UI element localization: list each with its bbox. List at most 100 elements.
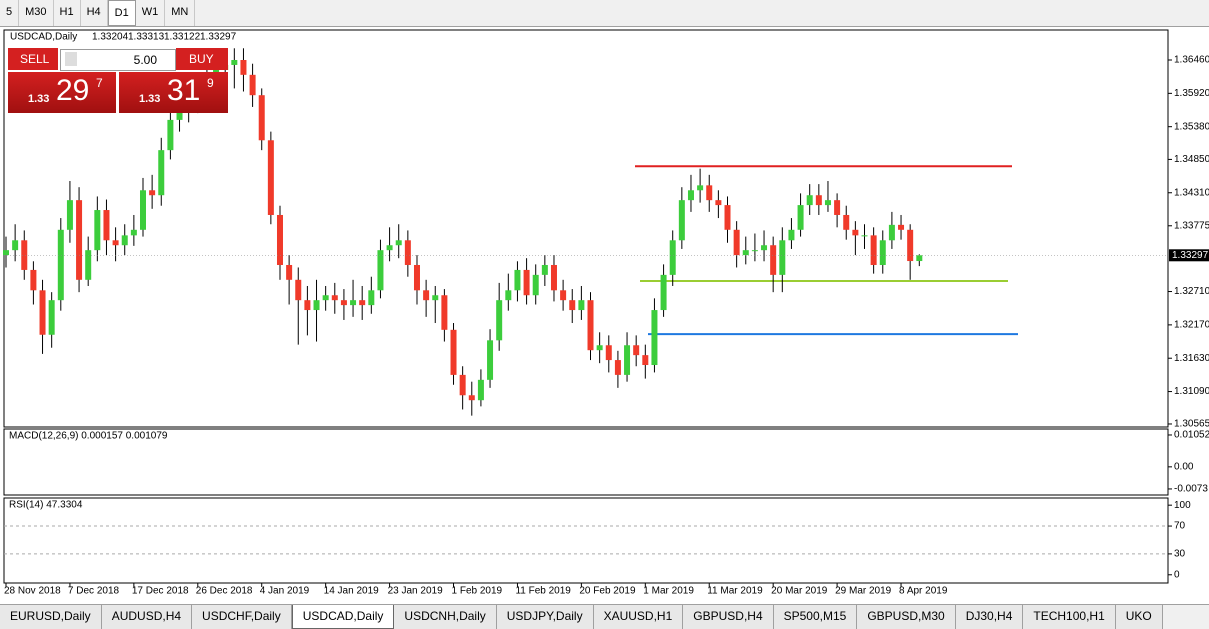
timeframe-button[interactable]: 5 [0, 0, 20, 26]
candle-body [85, 250, 92, 280]
lot-input[interactable]: 5.00 [60, 49, 176, 71]
bid-box[interactable]: 1.33 29 7 [8, 72, 116, 113]
candle-body [761, 245, 768, 251]
candle-body [30, 269, 37, 291]
y-tick-label: 1.36460 [1174, 55, 1209, 66]
candle-body [633, 345, 640, 356]
candle-body [660, 274, 667, 311]
timeframe-button[interactable]: D1 [107, 0, 136, 26]
indicator-tick-label: 0 [1174, 569, 1180, 580]
indicator-tick-label: -0.0073 [1174, 484, 1208, 495]
candle-body [697, 185, 704, 191]
rsi-panel [3, 497, 1169, 584]
candle-body [815, 195, 822, 206]
x-tick-label: 20 Feb 2019 [579, 586, 636, 597]
symbol-tab[interactable]: XAUUSD,H1 [593, 605, 684, 629]
symbol-tab[interactable]: UKO [1115, 605, 1163, 629]
candle-body [770, 245, 777, 275]
chart-bg [0, 27, 1209, 604]
candle-body [678, 200, 685, 241]
x-tick-label: 11 Feb 2019 [515, 586, 571, 597]
candle-body [514, 269, 521, 291]
y-tick-label: 1.32170 [1174, 320, 1209, 331]
ohlc-value: 1.33204 [92, 32, 129, 43]
candle-body [477, 379, 484, 401]
symbol-tab[interactable]: USDJPY,Daily [496, 605, 594, 629]
timeframe-button[interactable]: MN [165, 0, 196, 26]
symbol-tab[interactable]: EURUSD,Daily [0, 605, 102, 629]
ask-prefix: 1.33 [139, 93, 161, 105]
candle-body [879, 240, 886, 265]
candle-body [724, 205, 731, 230]
symbol-tab[interactable]: TECH100,H1 [1023, 605, 1116, 629]
ohlc-value: 1.33297 [200, 32, 237, 43]
candle-body [468, 395, 475, 401]
indicator-tick-label: 30 [1174, 549, 1186, 560]
candle-body [130, 229, 137, 236]
symbol-tab[interactable]: GBPUSD,M30 [857, 605, 956, 629]
symbol-tab[interactable]: USDCNH,Daily [394, 605, 497, 629]
current-price-tag [1169, 249, 1209, 262]
candle-body [651, 310, 658, 366]
y-tick-label: 1.30565 [1174, 419, 1209, 430]
x-tick-label: 1 Feb 2019 [452, 586, 503, 597]
sell-button[interactable]: SELL [8, 48, 58, 70]
x-tick-label: 17 Dec 2018 [132, 586, 189, 597]
buy-label: BUY [189, 52, 214, 66]
candle-body [76, 200, 83, 280]
symbol-tab[interactable]: DJ30,H4 [955, 605, 1024, 629]
trade-panel: SELL 5.00 BUY 1.33 29 7 1.33 31 9 [8, 48, 228, 113]
candle-body [249, 74, 256, 96]
bid-pips: 29 [56, 74, 90, 107]
candle-body [706, 185, 713, 201]
lot-value: 5.00 [133, 53, 157, 67]
candle-body [158, 150, 165, 196]
symbol-tab[interactable]: GBPUSD,H4 [683, 605, 774, 629]
candle-body [149, 190, 156, 196]
lot-spin[interactable] [65, 52, 77, 66]
candle-body [404, 240, 411, 265]
symbol-tab[interactable]: AUDUSD,H4 [101, 605, 193, 629]
buy-button[interactable]: BUY [176, 48, 228, 70]
candle-body [843, 214, 850, 230]
candle-body [112, 240, 119, 246]
candle-body [395, 240, 402, 246]
candle-body [231, 60, 238, 65]
candle-body [541, 264, 548, 275]
candle-body [742, 250, 749, 256]
y-tick-label: 1.31090 [1174, 386, 1209, 397]
symbol-tabs: EURUSD,Daily AUDUSD,H4 USDCHF,Daily USDCAD,… [0, 604, 1209, 629]
candle-body [103, 210, 110, 241]
candle-body [487, 340, 494, 380]
candle-body [779, 240, 786, 275]
symbol-tab[interactable]: SP500,M15 [773, 605, 858, 629]
y-tick-label: 1.34310 [1174, 187, 1209, 198]
candle-body [852, 229, 859, 236]
candle-body [3, 250, 9, 256]
x-tick-label: 8 Apr 2019 [899, 586, 948, 597]
x-tick-label: 4 Jan 2019 [260, 586, 310, 597]
ask-box[interactable]: 1.33 31 9 [119, 72, 228, 113]
y-tick-label: 1.35920 [1174, 88, 1209, 99]
candle-body [386, 245, 393, 251]
candle-body [423, 290, 430, 301]
candle-body [669, 240, 676, 275]
bid-fraction: 7 [96, 76, 103, 90]
candle-body [331, 295, 338, 301]
symbol-tab[interactable]: USDCAD,Daily [291, 605, 395, 629]
candle-body [797, 205, 804, 230]
candle-body [139, 190, 146, 230]
timeframe-button[interactable]: H1 [54, 0, 81, 26]
timeframe-button[interactable]: H4 [81, 0, 108, 26]
candle-body [916, 255, 923, 262]
timeframe-button[interactable]: W1 [136, 0, 166, 26]
x-tick-label: 1 Mar 2019 [643, 586, 694, 597]
x-tick-label: 20 Mar 2019 [771, 586, 828, 597]
candle-body [48, 300, 55, 335]
ask-fraction: 9 [207, 76, 214, 90]
symbol-tab[interactable]: USDCHF,Daily [192, 605, 292, 629]
candle-body [587, 300, 594, 351]
candle-body [121, 235, 128, 246]
timeframe-button[interactable]: M30 [19, 0, 54, 26]
candle-body [624, 345, 631, 375]
